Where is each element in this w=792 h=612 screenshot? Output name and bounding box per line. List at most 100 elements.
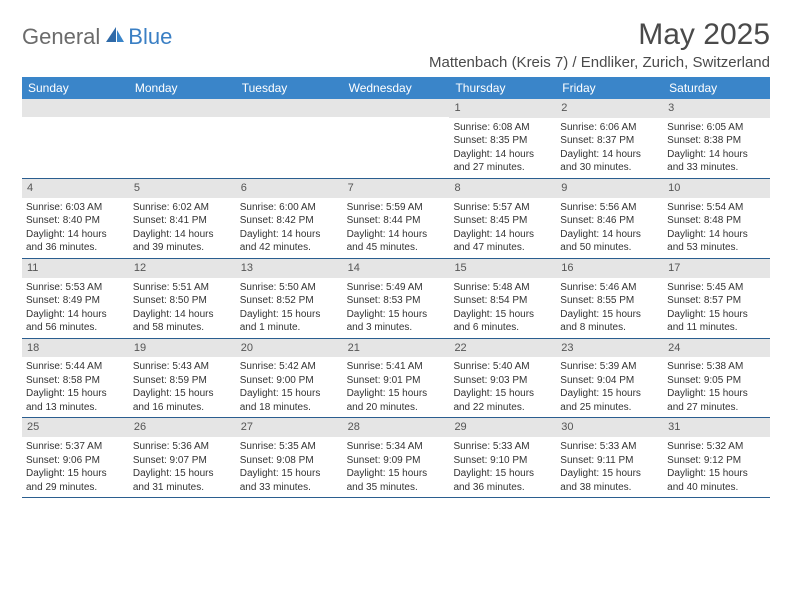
day-content: Sunrise: 5:48 AMSunset: 8:54 PMDaylight:…	[449, 278, 556, 338]
daylight-text: Daylight: 15 hours and 16 minutes.	[133, 387, 232, 414]
sunrise-text: Sunrise: 5:39 AM	[560, 360, 659, 374]
calendar: Sunday Monday Tuesday Wednesday Thursday…	[22, 77, 770, 498]
sunrise-text: Sunrise: 5:34 AM	[347, 440, 446, 454]
day-cell: 27Sunrise: 5:35 AMSunset: 9:08 PMDayligh…	[236, 418, 343, 497]
day-cell: 5Sunrise: 6:02 AMSunset: 8:41 PMDaylight…	[129, 179, 236, 258]
sunrise-text: Sunrise: 5:40 AM	[453, 360, 552, 374]
sunrise-text: Sunrise: 6:02 AM	[133, 201, 232, 215]
day-number: 28	[343, 418, 450, 437]
daylight-text: Daylight: 14 hours and 58 minutes.	[133, 308, 232, 335]
day-cell	[129, 99, 236, 178]
sunrise-text: Sunrise: 5:45 AM	[667, 281, 766, 295]
day-number: 25	[22, 418, 129, 437]
day-cell: 6Sunrise: 6:00 AMSunset: 8:42 PMDaylight…	[236, 179, 343, 258]
day-cell: 2Sunrise: 6:06 AMSunset: 8:37 PMDaylight…	[556, 99, 663, 178]
day-cell: 17Sunrise: 5:45 AMSunset: 8:57 PMDayligh…	[663, 259, 770, 338]
day-cell: 25Sunrise: 5:37 AMSunset: 9:06 PMDayligh…	[22, 418, 129, 497]
day-cell: 26Sunrise: 5:36 AMSunset: 9:07 PMDayligh…	[129, 418, 236, 497]
sunset-text: Sunset: 9:03 PM	[453, 374, 552, 388]
sunset-text: Sunset: 8:50 PM	[133, 294, 232, 308]
sunset-text: Sunset: 8:41 PM	[133, 214, 232, 228]
day-number: 2	[556, 99, 663, 118]
day-content: Sunrise: 6:05 AMSunset: 8:38 PMDaylight:…	[663, 118, 770, 178]
weekday-header-row: Sunday Monday Tuesday Wednesday Thursday…	[22, 77, 770, 99]
day-cell: 1Sunrise: 6:08 AMSunset: 8:35 PMDaylight…	[449, 99, 556, 178]
month-title: May 2025	[429, 18, 770, 52]
day-number: 8	[449, 179, 556, 198]
day-number: 3	[663, 99, 770, 118]
day-content: Sunrise: 5:49 AMSunset: 8:53 PMDaylight:…	[343, 278, 450, 338]
calendar-page: General Blue May 2025 Mattenbach (Kreis …	[0, 0, 792, 508]
day-cell: 20Sunrise: 5:42 AMSunset: 9:00 PMDayligh…	[236, 339, 343, 418]
day-number: 6	[236, 179, 343, 198]
day-cell: 30Sunrise: 5:33 AMSunset: 9:11 PMDayligh…	[556, 418, 663, 497]
day-content: Sunrise: 5:45 AMSunset: 8:57 PMDaylight:…	[663, 278, 770, 338]
sunset-text: Sunset: 8:42 PM	[240, 214, 339, 228]
sunrise-text: Sunrise: 6:03 AM	[26, 201, 125, 215]
day-number: 23	[556, 339, 663, 358]
sunset-text: Sunset: 8:44 PM	[347, 214, 446, 228]
day-cell: 19Sunrise: 5:43 AMSunset: 8:59 PMDayligh…	[129, 339, 236, 418]
day-number: 4	[22, 179, 129, 198]
sunrise-text: Sunrise: 5:33 AM	[453, 440, 552, 454]
weekday-header: Thursday	[449, 77, 556, 99]
day-number: 27	[236, 418, 343, 437]
sunset-text: Sunset: 8:45 PM	[453, 214, 552, 228]
day-number: 30	[556, 418, 663, 437]
day-content: Sunrise: 6:00 AMSunset: 8:42 PMDaylight:…	[236, 198, 343, 258]
daylight-text: Daylight: 15 hours and 6 minutes.	[453, 308, 552, 335]
day-content: Sunrise: 5:40 AMSunset: 9:03 PMDaylight:…	[449, 357, 556, 417]
sunrise-text: Sunrise: 5:38 AM	[667, 360, 766, 374]
logo: General Blue	[22, 18, 172, 50]
sunset-text: Sunset: 9:10 PM	[453, 454, 552, 468]
sunset-text: Sunset: 9:09 PM	[347, 454, 446, 468]
day-cell: 31Sunrise: 5:32 AMSunset: 9:12 PMDayligh…	[663, 418, 770, 497]
day-content: Sunrise: 5:50 AMSunset: 8:52 PMDaylight:…	[236, 278, 343, 338]
day-number: 9	[556, 179, 663, 198]
daylight-text: Daylight: 14 hours and 27 minutes.	[453, 148, 552, 175]
sunset-text: Sunset: 9:05 PM	[667, 374, 766, 388]
sunrise-text: Sunrise: 5:42 AM	[240, 360, 339, 374]
sunset-text: Sunset: 9:07 PM	[133, 454, 232, 468]
daylight-text: Daylight: 14 hours and 42 minutes.	[240, 228, 339, 255]
sunset-text: Sunset: 8:48 PM	[667, 214, 766, 228]
day-content: Sunrise: 5:37 AMSunset: 9:06 PMDaylight:…	[22, 437, 129, 497]
sunset-text: Sunset: 8:37 PM	[560, 134, 659, 148]
daylight-text: Daylight: 15 hours and 3 minutes.	[347, 308, 446, 335]
day-cell: 21Sunrise: 5:41 AMSunset: 9:01 PMDayligh…	[343, 339, 450, 418]
day-number: 11	[22, 259, 129, 278]
day-cell	[22, 99, 129, 178]
day-content: Sunrise: 6:03 AMSunset: 8:40 PMDaylight:…	[22, 198, 129, 258]
day-cell: 9Sunrise: 5:56 AMSunset: 8:46 PMDaylight…	[556, 179, 663, 258]
weekday-header: Wednesday	[343, 77, 450, 99]
sunrise-text: Sunrise: 5:53 AM	[26, 281, 125, 295]
day-number: 20	[236, 339, 343, 358]
weekday-header: Tuesday	[236, 77, 343, 99]
day-content: Sunrise: 5:32 AMSunset: 9:12 PMDaylight:…	[663, 437, 770, 497]
day-content: Sunrise: 5:54 AMSunset: 8:48 PMDaylight:…	[663, 198, 770, 258]
day-content: Sunrise: 5:39 AMSunset: 9:04 PMDaylight:…	[556, 357, 663, 417]
sunrise-text: Sunrise: 5:51 AM	[133, 281, 232, 295]
sunrise-text: Sunrise: 6:00 AM	[240, 201, 339, 215]
daylight-text: Daylight: 14 hours and 50 minutes.	[560, 228, 659, 255]
sunset-text: Sunset: 8:53 PM	[347, 294, 446, 308]
day-number	[22, 99, 129, 117]
sunrise-text: Sunrise: 6:05 AM	[667, 121, 766, 135]
sunset-text: Sunset: 9:00 PM	[240, 374, 339, 388]
day-content: Sunrise: 5:34 AMSunset: 9:09 PMDaylight:…	[343, 437, 450, 497]
day-cell: 22Sunrise: 5:40 AMSunset: 9:03 PMDayligh…	[449, 339, 556, 418]
daylight-text: Daylight: 15 hours and 22 minutes.	[453, 387, 552, 414]
sunset-text: Sunset: 9:01 PM	[347, 374, 446, 388]
day-cell: 13Sunrise: 5:50 AMSunset: 8:52 PMDayligh…	[236, 259, 343, 338]
sunrise-text: Sunrise: 5:59 AM	[347, 201, 446, 215]
sunrise-text: Sunrise: 5:35 AM	[240, 440, 339, 454]
day-content: Sunrise: 5:42 AMSunset: 9:00 PMDaylight:…	[236, 357, 343, 417]
day-cell	[236, 99, 343, 178]
sunset-text: Sunset: 8:59 PM	[133, 374, 232, 388]
sunset-text: Sunset: 9:06 PM	[26, 454, 125, 468]
daylight-text: Daylight: 14 hours and 45 minutes.	[347, 228, 446, 255]
week-row: 1Sunrise: 6:08 AMSunset: 8:35 PMDaylight…	[22, 99, 770, 179]
day-number: 10	[663, 179, 770, 198]
day-content: Sunrise: 5:41 AMSunset: 9:01 PMDaylight:…	[343, 357, 450, 417]
day-content: Sunrise: 5:59 AMSunset: 8:44 PMDaylight:…	[343, 198, 450, 258]
